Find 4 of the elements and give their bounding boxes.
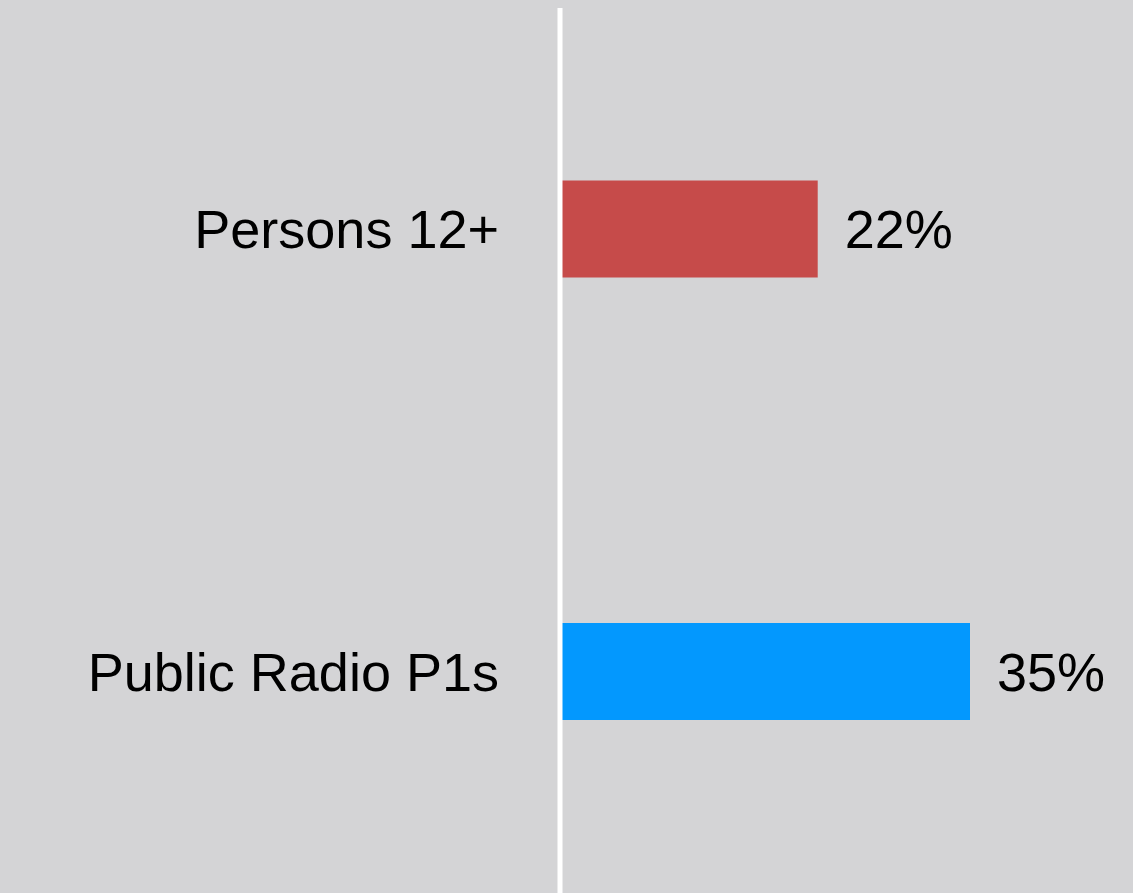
data-label: 35% xyxy=(997,641,1106,702)
y-tick-label: Public Radio P1s xyxy=(87,641,499,702)
y-tick-label: Persons 12+ xyxy=(194,199,499,260)
data-label: 22% xyxy=(844,199,953,260)
